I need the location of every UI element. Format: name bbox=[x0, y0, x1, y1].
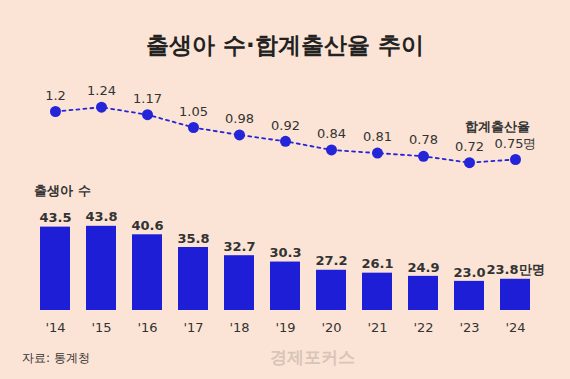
svg-text:27.2: 27.2 bbox=[315, 253, 347, 268]
svg-text:0.81: 0.81 bbox=[363, 129, 392, 144]
svg-text:'20: '20 bbox=[321, 320, 341, 335]
html-text:자료: 통계청: 자료: 통계청 bbox=[22, 351, 90, 365]
svg-text:1.24: 1.24 bbox=[87, 83, 116, 98]
svg-text:'15: '15 bbox=[91, 320, 111, 335]
svg-text:0.75명: 0.75명 bbox=[495, 136, 537, 151]
svg-text:0.72: 0.72 bbox=[455, 139, 484, 154]
svg-text:1.2: 1.2 bbox=[45, 88, 66, 103]
svg-text:'16: '16 bbox=[137, 320, 157, 335]
svg-text:23.8만명: 23.8만명 bbox=[486, 262, 544, 277]
svg-text:43.8: 43.8 bbox=[85, 209, 117, 224]
html-text:출생아 수: 출생아 수 bbox=[34, 183, 91, 198]
svg-text:0.84: 0.84 bbox=[317, 126, 346, 141]
svg-text:26.1: 26.1 bbox=[361, 256, 393, 271]
svg-text:23.0: 23.0 bbox=[453, 265, 485, 280]
svg-text:'24: '24 bbox=[505, 320, 525, 335]
svg-text:'17: '17 bbox=[183, 320, 203, 335]
svg-text:43.5: 43.5 bbox=[39, 210, 71, 225]
svg-text:0.92: 0.92 bbox=[271, 118, 300, 133]
html-text:경제포커스: 경제포커스 bbox=[270, 347, 355, 367]
svg-text:35.8: 35.8 bbox=[177, 231, 209, 246]
svg-text:32.7: 32.7 bbox=[223, 239, 255, 254]
svg-text:1.17: 1.17 bbox=[133, 91, 162, 106]
svg-text:0.78: 0.78 bbox=[409, 132, 438, 147]
svg-text:24.9: 24.9 bbox=[407, 260, 439, 275]
svg-text:30.3: 30.3 bbox=[269, 245, 301, 260]
svg-text:'18: '18 bbox=[229, 320, 249, 335]
svg-text:40.6: 40.6 bbox=[131, 218, 163, 233]
html-text:합계출산율: 합계출산율 bbox=[465, 119, 530, 134]
svg-text:'21: '21 bbox=[367, 320, 387, 335]
html-text:출생아 수·합계출산율 추이: 출생아 수·합계출산율 추이 bbox=[146, 32, 424, 58]
svg-text:'14: '14 bbox=[45, 320, 65, 335]
svg-text:0.98: 0.98 bbox=[225, 111, 254, 126]
svg-text:1.05: 1.05 bbox=[179, 104, 208, 119]
svg-text:'23: '23 bbox=[459, 320, 479, 335]
svg-text:'19: '19 bbox=[275, 320, 295, 335]
svg-text:'22: '22 bbox=[413, 320, 433, 335]
